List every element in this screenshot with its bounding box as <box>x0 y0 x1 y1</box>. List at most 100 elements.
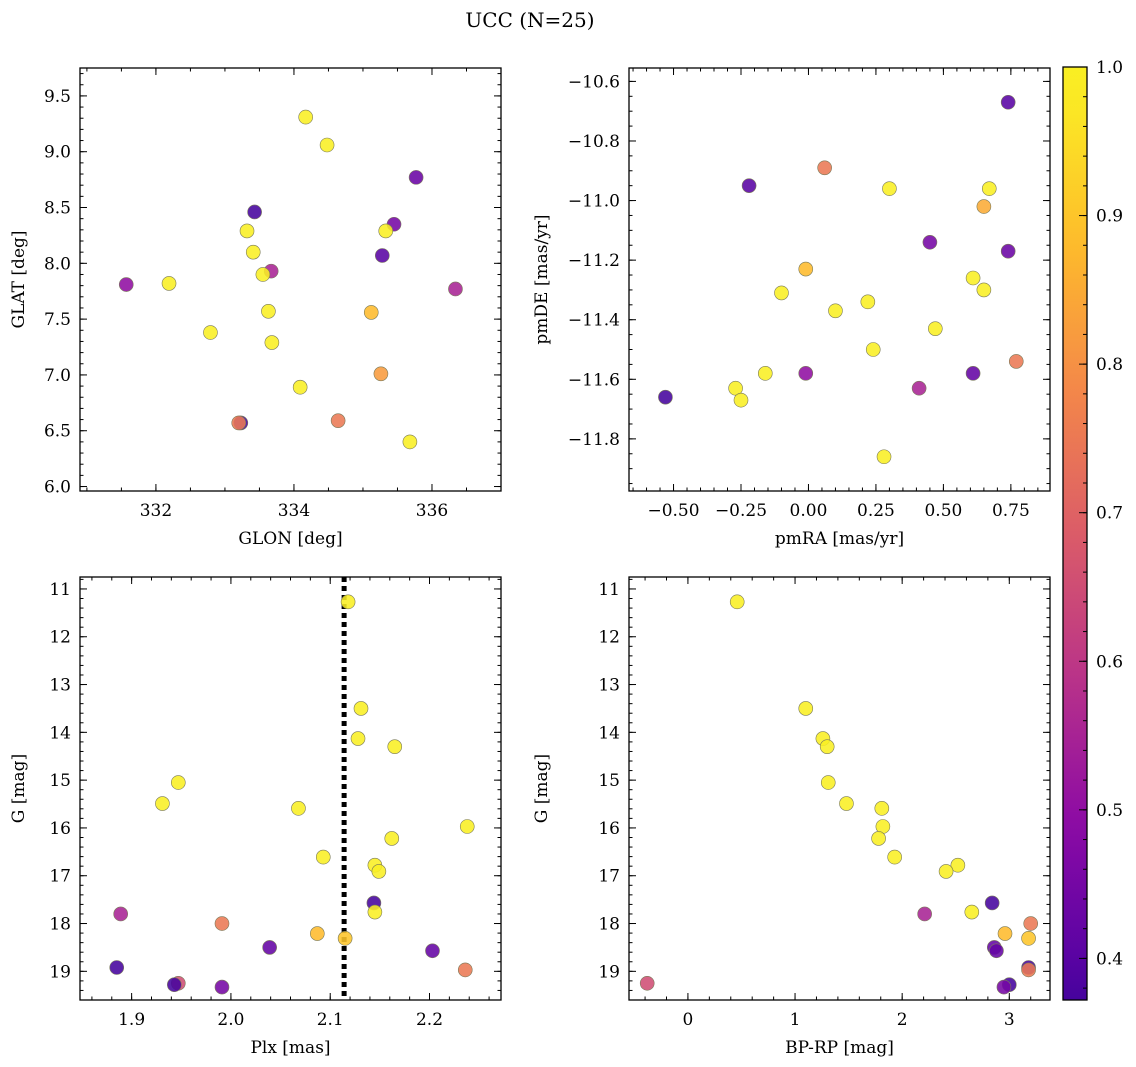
points <box>639 594 1039 995</box>
x-tick-label: −0.25 <box>715 501 767 521</box>
data-point <box>997 926 1013 941</box>
data-point <box>363 305 379 320</box>
data-point <box>384 831 400 846</box>
data-point <box>976 282 992 298</box>
y-axis-label: G [mag] <box>532 754 552 823</box>
y-tick-label: 7.0 <box>44 366 71 386</box>
data-point <box>161 276 177 291</box>
y-tick-label: 7.5 <box>44 310 71 330</box>
data-point <box>819 739 835 754</box>
data-point <box>315 849 331 865</box>
y-tick-label: 12 <box>49 628 71 648</box>
colorbar-tick-label: 1.0 <box>1096 58 1123 78</box>
y-tick-label: 16 <box>598 819 620 839</box>
data-point <box>911 380 927 396</box>
data-point <box>964 904 980 920</box>
ticks <box>80 577 501 1001</box>
data-point <box>639 975 655 991</box>
data-point <box>928 321 943 336</box>
data-point <box>828 303 843 319</box>
colorbar-tick-label: 0.6 <box>1096 652 1123 672</box>
x-tick-label: 0.75 <box>992 501 1030 521</box>
data-point <box>255 267 271 282</box>
points <box>118 109 463 450</box>
data-point <box>996 979 1012 995</box>
figure-title: UCC (N=25) <box>465 8 594 32</box>
data-point <box>876 449 892 465</box>
x-axis-label: pmRA [mas/yr] <box>775 529 904 549</box>
x-tick-label: 0.25 <box>857 501 895 521</box>
data-point <box>214 979 230 995</box>
x-tick-label: 0 <box>683 1010 694 1030</box>
y-tick-label: 8.0 <box>44 254 71 274</box>
data-point <box>860 294 876 310</box>
x-axis-label: BP-RP [mag] <box>785 1038 894 1058</box>
points <box>109 594 475 995</box>
data-point <box>330 413 346 428</box>
y-tick-label: 15 <box>49 771 71 791</box>
data-point <box>874 801 890 816</box>
data-point <box>155 796 170 811</box>
x-axis-label: Plx [mas] <box>250 1038 330 1058</box>
data-point <box>950 857 966 873</box>
data-point <box>965 270 981 286</box>
x-tick-label: 336 <box>416 501 448 521</box>
x-tick-label: 2.0 <box>217 1010 244 1030</box>
y-tick-label: 11 <box>598 580 620 600</box>
x-tick-label: −0.50 <box>647 501 699 521</box>
axes-frame <box>628 576 1051 1001</box>
panel-plx-g: 1.9 2.0 2.1 2.2 11 12 13 14 15 16 17 18 19 Plx [mas] G… <box>9 576 502 1058</box>
data-point <box>938 864 954 879</box>
y-tick-label: 19 <box>598 962 620 982</box>
data-point <box>387 739 403 754</box>
data-point <box>741 178 757 193</box>
y-tick-label: −11.4 <box>568 311 620 331</box>
data-point <box>113 906 129 922</box>
x-tick-label: 2.2 <box>416 1010 443 1030</box>
ticks <box>80 68 502 491</box>
y-tick-label: 8.5 <box>44 199 71 219</box>
data-point <box>1021 931 1036 946</box>
x-tick-label: 2.1 <box>317 1010 344 1030</box>
colorbar-tick-label: 0.9 <box>1096 207 1123 227</box>
data-point <box>264 335 280 350</box>
data-point <box>820 775 836 790</box>
data-point <box>402 434 418 450</box>
data-point <box>459 819 475 834</box>
data-point <box>733 392 749 408</box>
data-point <box>887 849 902 865</box>
data-point <box>1023 916 1039 931</box>
x-tick-label: 1.9 <box>118 1010 145 1030</box>
x-tick-label: 332 <box>140 501 172 521</box>
data-point <box>757 366 773 381</box>
y-tick-label: 15 <box>598 771 620 791</box>
y-tick-label: −10.6 <box>568 72 620 92</box>
data-point <box>247 204 262 220</box>
data-point <box>231 415 247 431</box>
y-tick-label: 18 <box>598 915 620 935</box>
data-point <box>1000 243 1016 259</box>
colorbar-tick-label: 0.5 <box>1096 801 1123 821</box>
data-point <box>378 223 394 239</box>
data-point <box>374 248 390 263</box>
x-tick-label: 1 <box>790 1010 801 1030</box>
data-point <box>798 701 814 716</box>
data-point <box>981 181 997 196</box>
y-tick-label: 14 <box>598 723 620 743</box>
data-point <box>340 594 356 610</box>
data-point <box>984 895 1000 911</box>
y-tick-label: 9.0 <box>44 143 71 163</box>
data-point <box>798 261 814 277</box>
x-tick-label: 2 <box>897 1010 908 1030</box>
data-point <box>1000 94 1016 110</box>
y-tick-label: 6.5 <box>44 422 71 442</box>
data-point <box>371 864 387 879</box>
y-tick-label: −10.8 <box>568 132 620 152</box>
data-point <box>922 234 938 250</box>
colorbar-tick-label: 0.4 <box>1096 949 1123 969</box>
data-point <box>298 109 313 125</box>
axes-frame <box>79 576 502 1001</box>
data-point <box>871 831 886 846</box>
data-point <box>353 701 369 716</box>
